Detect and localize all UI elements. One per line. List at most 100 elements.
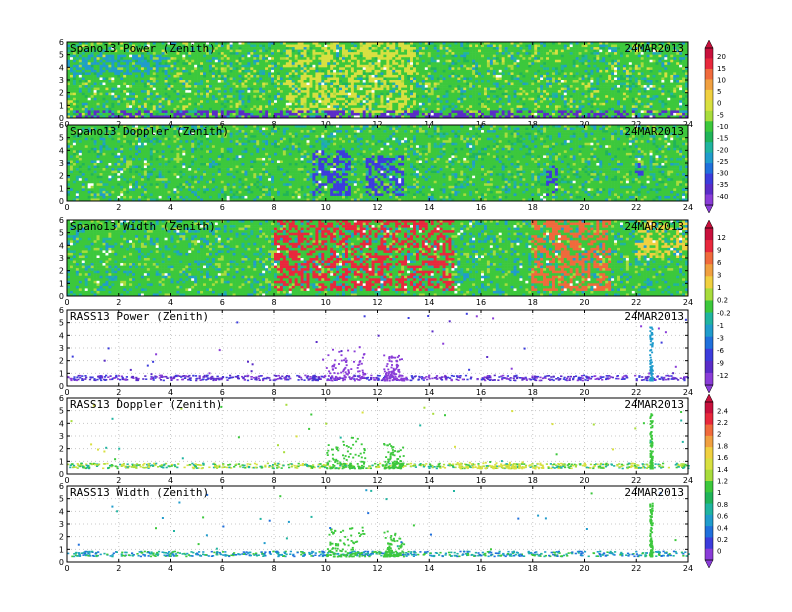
heatmap-cell — [306, 77, 310, 81]
heatmap-cell — [140, 110, 145, 114]
heatmap-cell — [436, 85, 440, 88]
heatmap-cell — [271, 95, 275, 99]
heatmap-cell — [404, 90, 408, 93]
heatmap-cell — [155, 72, 159, 76]
heatmap-cell — [389, 69, 393, 73]
heatmap-cell — [478, 47, 482, 50]
heatmap-cell — [439, 49, 443, 53]
heatmap-cell — [226, 64, 230, 68]
heatmap-cell — [167, 102, 171, 106]
heatmap-cell — [282, 52, 287, 55]
heatmap-cell — [268, 87, 272, 91]
heatmap-cell — [211, 100, 216, 104]
heatmap-cell — [469, 95, 473, 99]
heatmap-cell — [430, 74, 434, 78]
heatmap-cell — [137, 52, 142, 55]
heatmap-cell — [454, 92, 458, 96]
heatmap-cell — [250, 100, 254, 104]
heatmap-cell — [469, 47, 473, 50]
heatmap-cell — [111, 80, 115, 83]
heatmap-cell — [492, 44, 497, 48]
heatmap-cell — [259, 115, 263, 119]
heatmap-cell — [353, 49, 358, 53]
heatmap-cell — [276, 95, 281, 99]
heatmap-cell — [303, 69, 307, 73]
heatmap-cell — [81, 100, 86, 104]
heatmap-cell — [534, 62, 538, 66]
heatmap-cell — [395, 57, 399, 61]
heatmap-cell — [288, 67, 293, 71]
heatmap-cell — [161, 67, 165, 71]
heatmap-cell — [460, 47, 464, 50]
heatmap-cell — [75, 80, 80, 83]
heatmap-cell — [84, 80, 88, 83]
heatmap-cell — [475, 64, 479, 68]
heatmap-cell — [291, 67, 295, 71]
heatmap-cell — [205, 92, 210, 96]
heatmap-cell — [427, 77, 432, 81]
heatmap-cell — [105, 69, 109, 73]
heatmap-cell — [205, 42, 210, 45]
heatmap-cell — [339, 47, 343, 50]
heatmap-cell — [217, 112, 222, 116]
heatmap-cell — [102, 74, 106, 78]
heatmap-cell — [504, 44, 508, 48]
heatmap-cell — [146, 74, 151, 78]
heatmap-cell — [516, 64, 520, 68]
heatmap-cell — [362, 80, 366, 83]
heatmap-cell — [105, 54, 109, 58]
heatmap-cell — [241, 85, 245, 88]
heatmap-cell — [176, 100, 180, 104]
heatmap-cell — [466, 100, 470, 104]
heatmap-cell — [149, 42, 154, 45]
heatmap-cell — [537, 54, 541, 58]
heatmap-cell — [412, 64, 417, 68]
heatmap-cell — [386, 112, 390, 116]
heatmap-cell — [525, 112, 529, 116]
heatmap-cell — [445, 69, 449, 73]
heatmap-cell — [155, 87, 159, 91]
heatmap-cell — [501, 72, 505, 76]
heatmap-cell — [93, 107, 97, 111]
heatmap-cell — [510, 42, 514, 45]
heatmap-cell — [436, 95, 440, 99]
heatmap-cell — [120, 67, 124, 71]
heatmap-cell — [525, 87, 529, 91]
heatmap-cell — [433, 100, 437, 104]
heatmap-cell — [282, 64, 287, 68]
heatmap-cell — [448, 115, 452, 119]
heatmap-cell — [516, 115, 520, 119]
heatmap-cell — [271, 107, 275, 111]
heatmap-cell — [519, 77, 523, 81]
heatmap-cell — [170, 105, 174, 109]
heatmap-cell — [176, 87, 180, 91]
heatmap-cell — [247, 87, 251, 91]
heatmap-cell — [344, 90, 349, 93]
heatmap-cell — [344, 74, 349, 78]
heatmap-cell — [504, 87, 508, 91]
heatmap-cell — [350, 54, 355, 58]
heatmap-cell — [256, 42, 260, 45]
heatmap-cell — [253, 54, 257, 58]
heatmap-cell — [377, 100, 381, 104]
heatmap-cell — [102, 72, 106, 76]
heatmap-cell — [430, 95, 434, 99]
heatmap-cell — [167, 115, 171, 119]
heatmap-cell — [247, 92, 251, 96]
heatmap-cell — [534, 67, 538, 71]
heatmap-cell — [551, 97, 556, 101]
heatmap-cell — [271, 69, 275, 73]
heatmap-cell — [554, 72, 559, 76]
heatmap-cell — [445, 100, 449, 104]
heatmap-cell — [339, 95, 343, 99]
heatmap-cell — [336, 112, 340, 116]
heatmap-cell — [188, 100, 192, 104]
heatmap-cell — [211, 82, 216, 86]
heatmap-cell — [170, 52, 174, 55]
heatmap-cell — [253, 59, 257, 63]
heatmap-cell — [188, 115, 192, 119]
heatmap-cell — [152, 77, 157, 81]
heatmap-cell — [492, 100, 497, 104]
heatmap-cell — [504, 110, 508, 114]
heatmap-cell — [93, 47, 97, 50]
